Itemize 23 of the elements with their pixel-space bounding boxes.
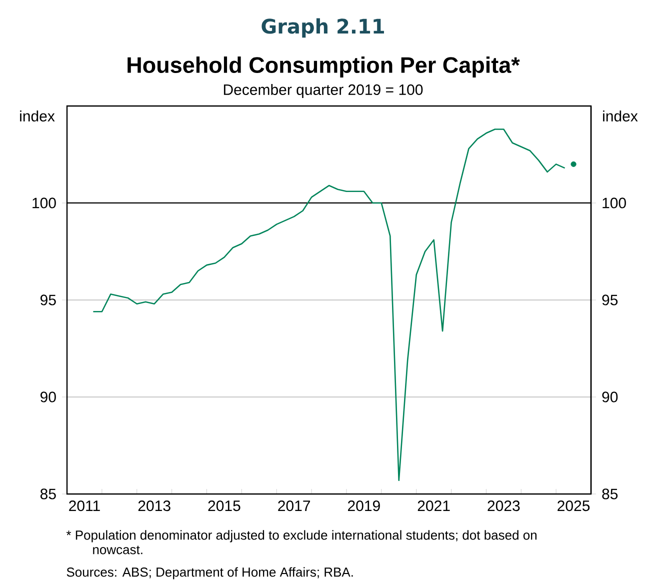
x-tick-label: 2013 [138,500,170,512]
y2-tick-label: 85 [602,488,618,500]
x-tick-label: 2019 [348,500,380,512]
x-tick-label: 2025 [558,500,590,512]
x-tick-label: 2011 [69,500,100,512]
y2-axis-title: index [603,110,638,122]
x-tick-label: 2023 [488,500,520,512]
x-tick-label: 2015 [208,500,240,512]
source-note: Sources: ABS; Department of Home Affairs; RBA. [66,567,353,580]
y-tick-label: 90 [40,392,56,402]
text: * Population denominator adjusted to exclude international students; dot based on nowcast. [66,530,536,554]
chart-subtitle: December quarter 2019 = 100 [224,84,423,98]
x-tick-label: 2021 [418,500,450,512]
y2-tick-label: 90 [602,392,618,402]
chart-title: Household Consumption Per Capita* [128,56,520,78]
caption: Graph 2.11 [262,18,384,38]
y2-tick-label: 100 [602,198,626,208]
y-tick-label: 100 [32,198,56,208]
y-tick-label: 85 [40,488,56,500]
y2-tick-label: 95 [602,294,618,306]
y-tick-label: 95 [40,294,56,306]
x-tick-label: 2017 [278,500,310,512]
y-axis-title: index [20,110,55,122]
